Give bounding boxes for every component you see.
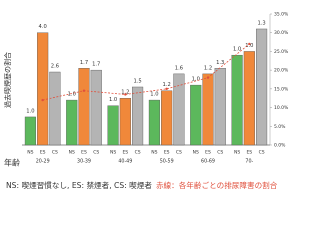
bar-label: 1.6: [175, 65, 183, 71]
bar-label: 1.0: [150, 92, 158, 98]
series-name: NS: [193, 150, 199, 156]
bar: [107, 105, 119, 146]
series-name: CS: [52, 150, 58, 156]
chart: 過去喫煙歴の割合 年齢 NS: 喫煙習慣なし, ES: 禁煙者, CS: 喫煙者…: [3, 12, 289, 191]
line-point: [206, 76, 210, 79]
series-name: NS: [27, 150, 33, 156]
bar-label: 4.0: [39, 24, 47, 30]
bar: [190, 84, 202, 146]
bar-label: 1.5: [133, 78, 141, 84]
series-name: CS: [93, 150, 99, 156]
bar: [243, 51, 255, 146]
x-tick-label: 40-49: [118, 159, 132, 165]
bar: [90, 69, 102, 146]
series-name: CS: [176, 150, 182, 156]
bar-label: 1.3: [216, 60, 224, 66]
y2-tick-label: 20.0%: [274, 68, 289, 74]
series-name: NS: [151, 150, 157, 156]
x-tick-label: 20-29: [36, 159, 50, 165]
x-tick-label: 70-: [245, 159, 253, 165]
line-point: [124, 93, 127, 96]
bar: [202, 73, 214, 146]
bar: [66, 99, 78, 146]
series-name: NS: [234, 150, 240, 156]
bar: [132, 86, 144, 146]
bar: [119, 98, 131, 146]
y-axis-label: 過去喫煙歴の割合: [3, 52, 12, 108]
bar: [49, 71, 61, 146]
bar: [148, 99, 160, 146]
y2-tick-label: 25.0%: [274, 49, 289, 55]
caption-red: 赤線：各年齢ごとの排尿障害の割合: [156, 180, 278, 190]
bar: [231, 54, 243, 146]
line-point: [165, 87, 168, 91]
y2-tick-label: 15.0%: [274, 86, 289, 92]
x-axis-label: 年齢: [4, 158, 20, 168]
trend-line: [42, 43, 250, 101]
bar: [173, 73, 185, 146]
series-name: ES: [246, 150, 252, 156]
series-name: CS: [217, 150, 223, 156]
line-point: [41, 98, 44, 102]
line-point: [248, 42, 251, 46]
bar: [256, 28, 268, 146]
y2-tick-label: 10.0%: [274, 105, 289, 111]
series-name: ES: [205, 150, 211, 156]
x-tick-label: 60-69: [201, 159, 215, 165]
series-name: NS: [69, 150, 75, 156]
bar-label: 1.0: [192, 77, 200, 83]
caption-text: NS: 喫煙習慣なし, ES: 禁煙者, CS: 喫煙者: [6, 180, 152, 190]
caption: NS: 喫煙習慣なし, ES: 禁煙者, CS: 喫煙者 赤線：各年齢ごとの排尿障…: [6, 180, 278, 190]
series-name: ES: [81, 150, 87, 156]
bar-label: 1.0: [233, 47, 241, 53]
bar-label: 1.0: [245, 43, 253, 49]
bar-label: 1.7: [80, 60, 88, 66]
x-tick-label: 30-39: [77, 159, 91, 165]
bar-label: 1.2: [204, 65, 212, 71]
bar: [37, 32, 49, 146]
bar-label: 1.0: [26, 108, 34, 114]
bar-label: 2.6: [51, 64, 59, 70]
bar: [78, 68, 90, 146]
bar-label: 1.0: [109, 97, 117, 103]
bar-label: 1.2: [121, 90, 129, 96]
bar-label: 1.3: [257, 20, 265, 26]
series-name: CS: [259, 150, 265, 156]
y2-tick-label: 30.0%: [274, 30, 289, 36]
line-point: [82, 89, 86, 92]
series-name: ES: [122, 150, 128, 156]
bar-label: 1.2: [163, 82, 171, 88]
series-name: ES: [40, 150, 46, 156]
bar: [214, 68, 226, 146]
y2-tick-label: 5.0%: [274, 124, 286, 130]
bar-label: 1.7: [92, 62, 100, 68]
series-name: CS: [135, 150, 141, 156]
bar: [24, 116, 36, 146]
series-name: ES: [164, 150, 170, 156]
series-name: NS: [110, 150, 116, 156]
y2-tick-label: 0.0%: [274, 143, 286, 149]
x-tick-label: 50-59: [160, 159, 174, 165]
bar: [161, 90, 173, 146]
bar-label: 1.0: [68, 92, 76, 98]
y2-tick-label: 35.0%: [274, 12, 289, 18]
